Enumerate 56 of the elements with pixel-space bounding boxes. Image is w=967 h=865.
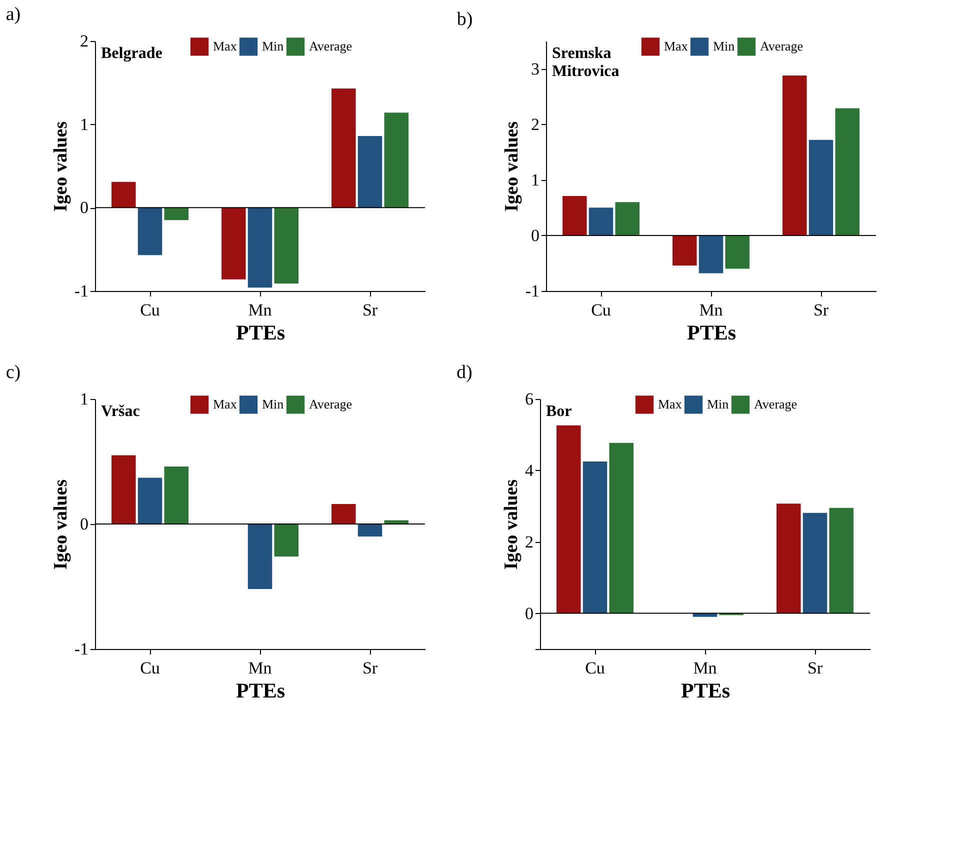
legend-label: Average (760, 38, 804, 54)
x-tick-label: Sr (807, 658, 823, 678)
y-tick-label: -1 (74, 282, 88, 300)
y-tick-label: 0 (80, 514, 88, 534)
annotation: Sremska Mitrovica (552, 45, 620, 80)
annotation: Vršac (101, 403, 140, 420)
legend-label: Max (664, 38, 688, 54)
y-tick-label: 2 (525, 532, 534, 552)
x-axis-title: PTEs (680, 678, 730, 702)
y-tick-label: 3 (531, 59, 540, 78)
x-tick-label: Mn (248, 658, 272, 678)
x-tick-label: Cu (585, 658, 606, 678)
x-axis-title: PTEs (236, 678, 286, 702)
y-tick-label: 1 (80, 390, 88, 408)
legend-label: Min (707, 396, 730, 412)
annotation: Bor (546, 403, 572, 420)
y-tick-label: 2 (80, 32, 88, 50)
chart-title: b) (456, 9, 473, 30)
legend-label: Average (754, 396, 798, 412)
x-tick-label: Cu (591, 300, 612, 320)
y-axis-title: Igeo values (50, 479, 72, 570)
legend-label: Average (309, 38, 352, 54)
x-tick-label: Mn (699, 300, 724, 320)
y-axis-title: Igeo values (501, 479, 522, 570)
legend-label: Max (213, 396, 238, 412)
y-tick-label: 0 (80, 198, 88, 218)
chart-title: a) (6, 4, 21, 25)
annotation: Belgrade (101, 45, 162, 62)
y-tick-label: 0 (525, 604, 534, 623)
x-tick-label: Cu (140, 300, 160, 320)
chart-title: c) (6, 362, 21, 383)
y-tick-label: -1 (525, 282, 540, 300)
y-tick-label: 2 (531, 114, 540, 134)
legend-label: Min (713, 38, 736, 54)
y-tick-label: 6 (525, 390, 534, 408)
legend-label: Min (262, 38, 284, 54)
x-axis-title: PTEs (686, 320, 736, 344)
y-tick-label: 1 (80, 114, 88, 134)
y-tick-label: 0 (531, 226, 540, 245)
y-tick-label: 4 (525, 460, 534, 480)
legend-label: Average (309, 396, 352, 412)
y-axis-title: Igeo values (501, 121, 522, 212)
x-tick-label: Sr (813, 300, 829, 320)
x-tick-label: Sr (362, 300, 378, 320)
x-tick-label: Mn (248, 300, 272, 320)
chart-title: d) (456, 362, 472, 383)
x-tick-label: Cu (140, 658, 160, 678)
x-tick-label: Mn (693, 658, 718, 678)
y-axis-title: Igeo values (50, 121, 72, 212)
y-tick-label: -1 (74, 640, 88, 658)
legend-label: Max (213, 38, 238, 54)
legend-label: Max (658, 396, 682, 412)
y-tick-label: 1 (531, 170, 540, 190)
x-axis-title: PTEs (236, 320, 286, 344)
legend-label: Min (262, 396, 284, 412)
x-tick-label: Sr (362, 658, 378, 678)
